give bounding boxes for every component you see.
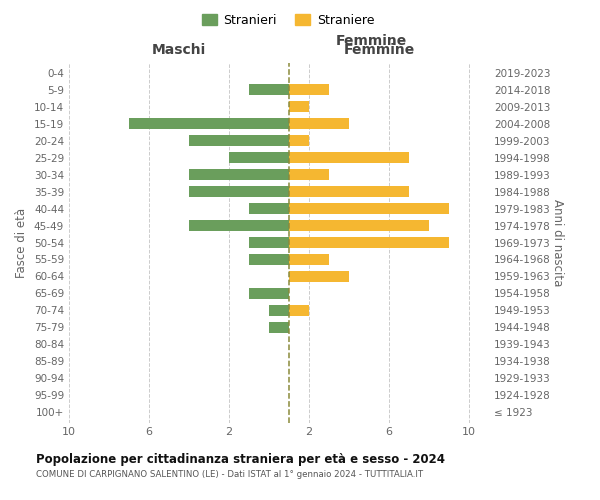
Y-axis label: Fasce di età: Fasce di età bbox=[16, 208, 28, 278]
Bar bbox=[289, 135, 309, 146]
Bar bbox=[289, 203, 449, 214]
Bar bbox=[249, 288, 289, 299]
Text: Maschi: Maschi bbox=[152, 44, 206, 58]
Bar bbox=[289, 270, 349, 282]
Bar bbox=[269, 304, 289, 316]
Bar bbox=[289, 152, 409, 164]
Text: COMUNE DI CARPIGNANO SALENTINO (LE) - Dati ISTAT al 1° gennaio 2024 - TUTTITALIA: COMUNE DI CARPIGNANO SALENTINO (LE) - Da… bbox=[36, 470, 423, 479]
Bar bbox=[289, 220, 429, 232]
Bar bbox=[289, 118, 349, 130]
Bar bbox=[289, 169, 329, 180]
Bar bbox=[189, 220, 289, 232]
Bar bbox=[189, 135, 289, 146]
Bar bbox=[249, 254, 289, 266]
Bar bbox=[289, 186, 409, 198]
Bar bbox=[249, 203, 289, 214]
Y-axis label: Anni di nascita: Anni di nascita bbox=[551, 199, 565, 286]
Bar bbox=[249, 84, 289, 96]
Bar bbox=[129, 118, 289, 130]
Text: Popolazione per cittadinanza straniera per età e sesso - 2024: Popolazione per cittadinanza straniera p… bbox=[36, 452, 445, 466]
Bar bbox=[189, 169, 289, 180]
Bar bbox=[289, 254, 329, 266]
Bar bbox=[289, 236, 449, 248]
Bar bbox=[289, 101, 309, 112]
Bar bbox=[249, 236, 289, 248]
Text: Femmine: Femmine bbox=[343, 44, 415, 58]
Bar bbox=[289, 304, 309, 316]
Bar bbox=[189, 186, 289, 198]
Bar bbox=[229, 152, 289, 164]
Bar bbox=[289, 84, 329, 96]
Bar bbox=[269, 322, 289, 333]
Text: Femmine: Femmine bbox=[336, 34, 407, 48]
Legend: Stranieri, Straniere: Stranieri, Straniere bbox=[197, 8, 379, 32]
